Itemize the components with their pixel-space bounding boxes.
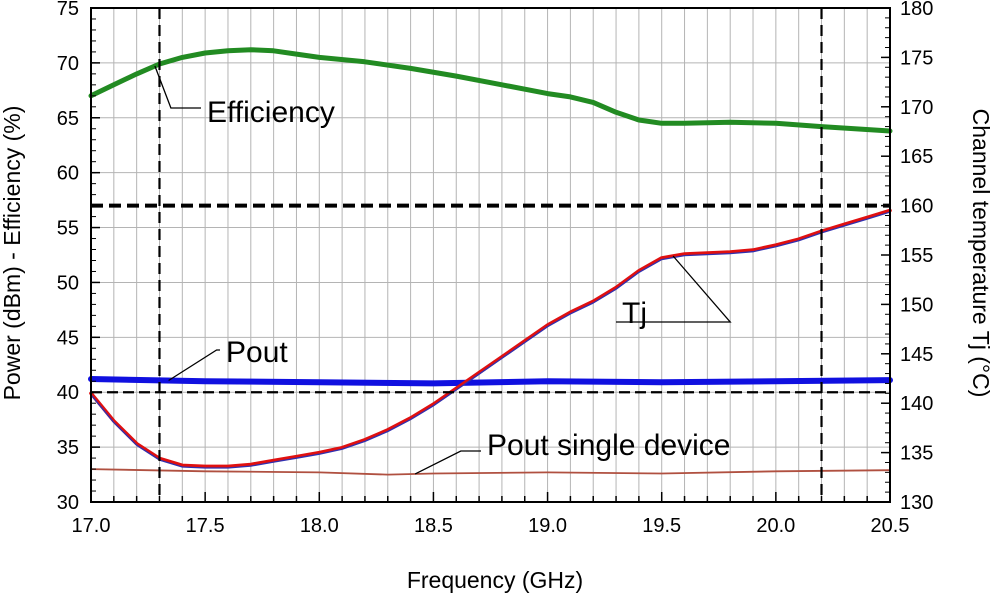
y-axis-left-title: Power (dBm) - Efficiency (%) <box>0 106 25 401</box>
y-right-tick-label: 165 <box>900 146 933 168</box>
annotation-efficiency: Efficiency <box>207 96 335 129</box>
y-left-tick-label: 65 <box>57 108 79 130</box>
y-right-tick-label: 155 <box>900 245 933 267</box>
x-tick-label: 17.0 <box>72 515 111 537</box>
annotations: Efficiency Pout Tj Pout single device <box>154 65 732 475</box>
axis-labels: 17.0 17.5 18.0 18.5 19.0 19.5 20.0 20.5 30 35 40 45… <box>57 0 934 537</box>
reference-lines <box>91 8 890 502</box>
x-tick-label: 19.5 <box>642 515 681 537</box>
y-left-tick-label: 40 <box>57 382 79 404</box>
y-right-tick-label: 130 <box>900 492 933 514</box>
series-line-tj <box>89 208 892 469</box>
series-line-pout-single-device <box>90 468 891 476</box>
y-right-tick-label: 135 <box>900 443 933 465</box>
annotation-pout: Pout <box>226 336 288 369</box>
x-tick-label: 20.5 <box>871 515 910 537</box>
series-layer <box>88 47 893 476</box>
y-left-tick-label: 35 <box>57 437 79 459</box>
x-axis-title: Frequency (GHz) <box>407 567 583 593</box>
x-tick-label: 18.0 <box>300 515 339 537</box>
annotation-leader-efficiency <box>154 65 201 109</box>
y-axis-right-title: Channel temperature Tj (°C) <box>968 109 994 398</box>
x-tick-label: 19.0 <box>528 515 567 537</box>
y-right-tick-label: 180 <box>900 0 933 20</box>
annotation-leader-pout-single-device <box>414 450 481 475</box>
series-line-pout <box>88 376 893 387</box>
series-line-efficiency <box>88 47 893 134</box>
y-left-tick-label: 60 <box>57 163 79 185</box>
y-left-tick-label: 45 <box>57 327 79 349</box>
x-tick-label: 20.0 <box>756 515 795 537</box>
y-left-tick-label: 75 <box>57 0 79 20</box>
x-tick-label: 18.5 <box>414 515 453 537</box>
y-right-tick-label: 145 <box>900 344 933 366</box>
x-tick-label: 17.5 <box>186 515 225 537</box>
annotation-tj: Tj <box>622 297 647 330</box>
annotation-leader-pout <box>168 349 220 382</box>
axis-ticks <box>90 7 891 503</box>
y-left-tick-label: 30 <box>57 492 79 514</box>
y-left-tick-label: 70 <box>57 53 79 75</box>
y-right-tick-label: 140 <box>900 393 933 415</box>
y-right-tick-label: 175 <box>900 47 933 69</box>
y-right-tick-label: 170 <box>900 97 933 119</box>
y-right-tick-label: 160 <box>900 196 933 218</box>
y-right-tick-label: 150 <box>900 294 933 316</box>
annotation-pout-single-device: Pout single device <box>487 429 731 462</box>
y-left-tick-label: 55 <box>57 218 79 240</box>
annotation-leader-tj <box>616 255 732 323</box>
series-line-tj-shadow <box>90 211 891 469</box>
y-left-tick-label: 50 <box>57 272 79 294</box>
